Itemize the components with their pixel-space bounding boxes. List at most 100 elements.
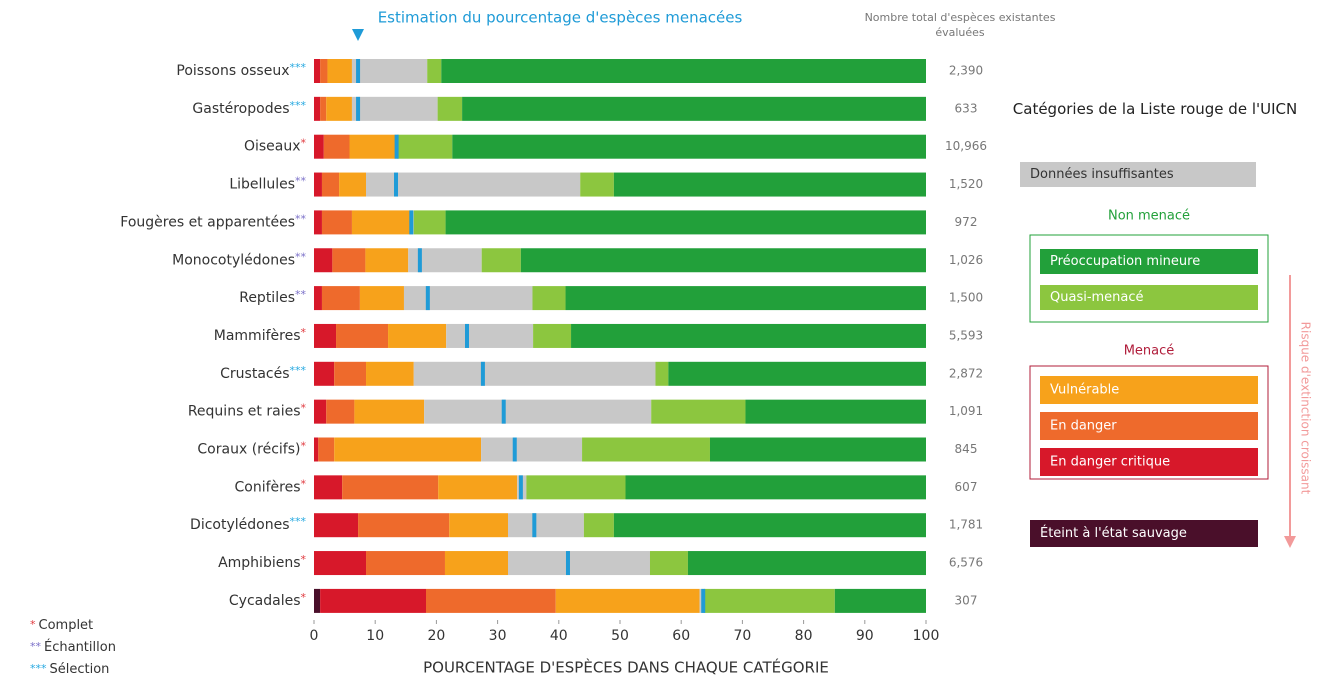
bar-segment <box>424 399 652 424</box>
category-label: Libellules** <box>229 175 306 193</box>
threat-marker <box>425 286 430 311</box>
category-name: Oiseaux <box>244 139 301 155</box>
category-note: *** <box>290 61 307 74</box>
bar-segment <box>533 323 572 348</box>
legend-group-frame <box>1029 365 1269 480</box>
legend-label: Préoccupation mineure <box>1050 254 1200 269</box>
bar-segment <box>508 513 584 538</box>
category-label: Conifères* <box>234 477 306 495</box>
bar-segment <box>687 551 926 576</box>
x-tick-label: 70 <box>733 628 751 644</box>
category-label: Coraux (récifs)* <box>197 440 306 458</box>
bar-segment <box>314 588 321 613</box>
threat-marker <box>356 59 361 83</box>
bar-segment <box>339 172 367 197</box>
bar-segment <box>580 172 614 197</box>
threat-marker <box>701 588 706 613</box>
bar-segment <box>336 323 389 348</box>
total-label: 972 <box>955 215 978 229</box>
footnote-label: Complet <box>39 618 94 633</box>
bar-segment <box>354 399 425 424</box>
bar-segment <box>452 134 926 159</box>
category-label: Reptiles** <box>239 288 306 306</box>
total-label: 1,500 <box>949 291 983 305</box>
threat-marker <box>417 248 422 273</box>
footnote: ** Échantillon <box>30 639 116 655</box>
total-label: 6,576 <box>949 556 983 570</box>
footnote: *** Sélection <box>30 662 109 677</box>
category-label: Requins et raies* <box>188 402 307 420</box>
threat-marker <box>501 399 506 424</box>
x-tick-label: 20 <box>427 628 445 644</box>
bar-segment <box>359 286 404 311</box>
bar-segment <box>583 513 614 538</box>
bar-segment <box>397 134 453 159</box>
bar-segment <box>351 96 438 121</box>
category-note: * <box>301 326 307 339</box>
threat-marker <box>512 437 517 462</box>
category-name: Cycadales <box>229 593 301 609</box>
category-name: Dicotylédones <box>190 517 289 533</box>
bar-segment <box>314 437 319 462</box>
bar-segment <box>314 210 322 235</box>
bar-segment <box>651 399 746 424</box>
risk-arrow-label: Risque d'extinction croissant <box>1299 322 1313 495</box>
legend-title: Catégories de la Liste rouge de l'UICN <box>1012 100 1298 118</box>
total-label: 607 <box>955 480 978 494</box>
bar-segment <box>403 286 533 311</box>
bar-segment <box>709 437 926 462</box>
legend-label: En danger <box>1050 419 1117 434</box>
threat-marker <box>532 513 537 538</box>
category-note: *** <box>290 364 307 377</box>
category-label: Crustacés*** <box>220 364 306 382</box>
x-tick-label: 90 <box>856 628 874 644</box>
bar-segment <box>481 437 583 462</box>
bar-segment <box>444 551 509 576</box>
category-name: Reptiles <box>239 290 295 306</box>
totals-title: Nombre total d'espèces existantes évalué… <box>864 11 1056 39</box>
bar-segment <box>318 437 335 462</box>
bar-segment <box>332 248 366 273</box>
category-name: Libellules <box>229 177 295 193</box>
footnote-symbol: ** <box>30 640 42 653</box>
total-label: 5,593 <box>949 328 983 342</box>
bar-segment <box>481 248 521 273</box>
bar-segment <box>388 323 447 348</box>
category-name: Monocotylédones <box>172 252 295 268</box>
bar-segment <box>314 248 333 273</box>
bar-segment <box>508 551 650 576</box>
legend-group-label: Non menacé <box>1108 209 1190 224</box>
total-label: 1,520 <box>949 177 983 191</box>
bar-segment <box>314 399 327 424</box>
x-tick-label: 30 <box>489 628 507 644</box>
legend-group-label: Menacé <box>1124 344 1175 359</box>
footnote-label: Échantillon <box>44 639 116 655</box>
bar-segment <box>314 323 337 348</box>
threat-marker <box>480 361 485 386</box>
bar-segment <box>320 59 328 83</box>
category-name: Coraux (récifs) <box>197 442 300 458</box>
bar-segment <box>366 172 581 197</box>
category-name: Mammifères <box>214 328 301 344</box>
bar-segment <box>314 96 321 121</box>
threat-marker <box>394 134 399 159</box>
bar-segment <box>314 551 367 576</box>
threat-marker <box>518 475 523 500</box>
x-tick-label: 0 <box>310 628 319 644</box>
category-note: ** <box>295 250 307 263</box>
bar-segment <box>613 172 926 197</box>
legend-label: En danger critique <box>1050 455 1170 470</box>
total-label: 845 <box>955 442 978 456</box>
category-note: *** <box>290 515 307 528</box>
total-label: 1,091 <box>949 404 983 418</box>
x-tick-label: 60 <box>672 628 690 644</box>
category-label: Fougères et apparentées** <box>120 212 306 230</box>
bar-segment <box>520 248 926 273</box>
threat-marker <box>565 551 570 576</box>
bar-segment <box>334 437 482 462</box>
threat-marker <box>409 210 414 235</box>
bar-segment <box>649 551 688 576</box>
bar-segment <box>320 588 426 613</box>
bar-segment <box>834 588 926 613</box>
